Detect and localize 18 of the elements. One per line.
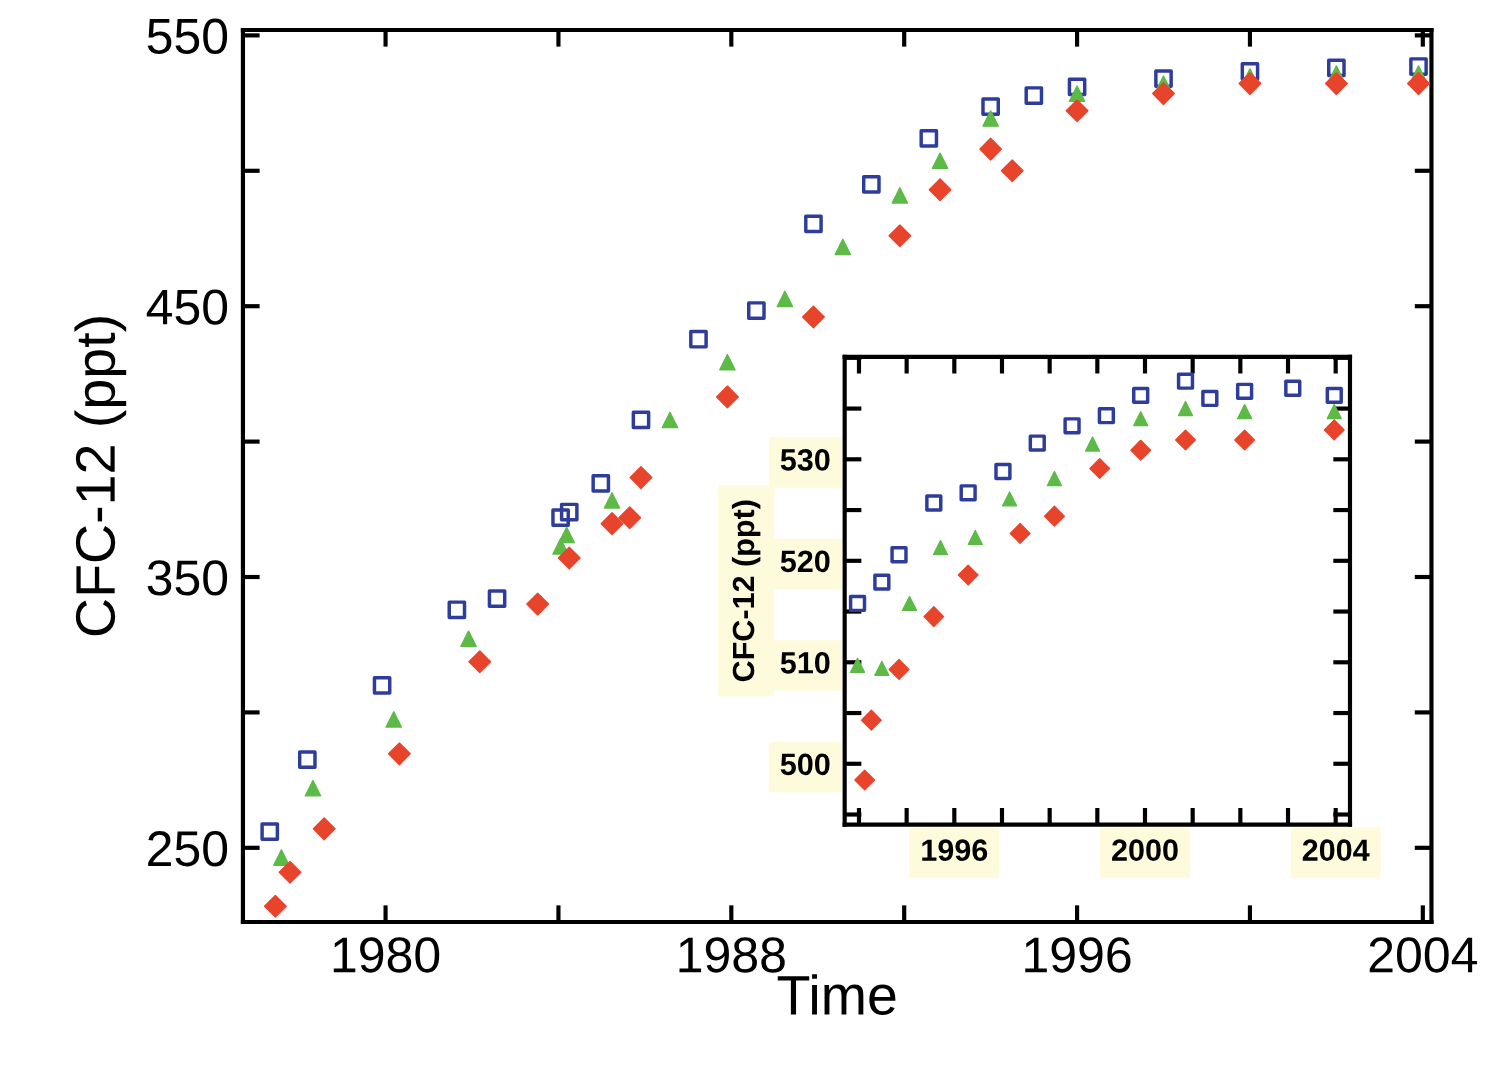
y-tick-label: 250 xyxy=(148,831,228,867)
x-tick-label: 1980 xyxy=(333,937,440,973)
y-tick-label: 530 xyxy=(780,449,830,471)
x-tick-label: 2004 xyxy=(1302,839,1370,861)
y-tick-label: 520 xyxy=(780,550,830,573)
y-tick-label: 350 xyxy=(147,560,228,596)
y-axis-title: CFC-12 (ppt) xyxy=(74,317,127,636)
y-tick-label: 550 xyxy=(147,18,228,54)
x-tick-label: 1988 xyxy=(679,937,785,973)
x-tick-label: 1996 xyxy=(1025,937,1131,973)
y-tick-label: 510 xyxy=(780,652,830,674)
x-tick-label: 2000 xyxy=(1112,839,1178,861)
x-tick-label: 1996 xyxy=(922,839,988,861)
x-axis-title: Time xyxy=(777,974,896,1015)
y-axis-title: CFC-12 (ppt) xyxy=(731,500,761,682)
x-tick-label: 2004 xyxy=(1369,937,1477,973)
y-tick-label: 500 xyxy=(780,753,830,776)
y-tick-label: 450 xyxy=(146,289,228,325)
